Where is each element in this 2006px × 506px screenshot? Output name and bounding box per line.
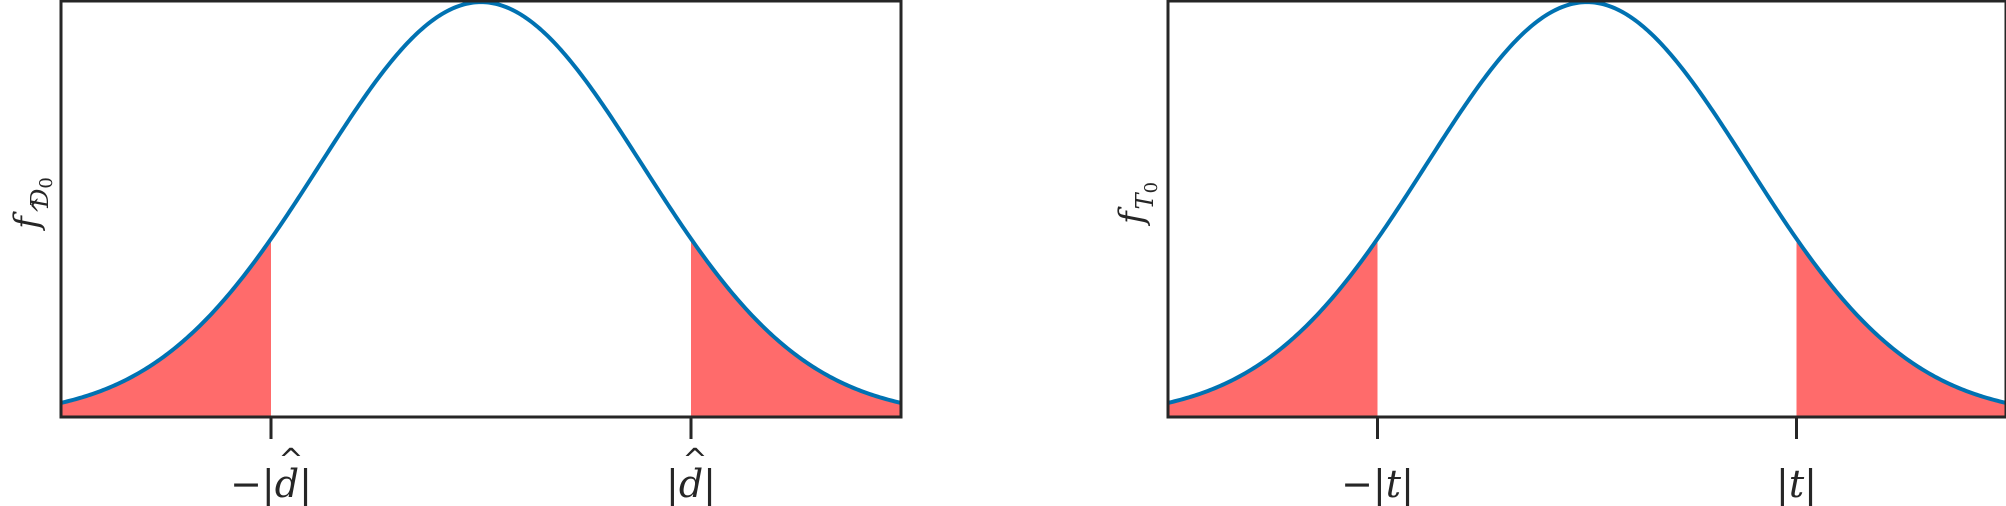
left-density-panel: −|d| |d|^ ^ f^D0 [7,0,903,506]
x-tick-label: −|d| [230,462,312,506]
x-tick-label: |d| [666,462,716,506]
hat-accent: ^ [278,443,303,478]
right-tail-area [691,238,901,417]
plot-frame [1166,0,2006,419]
left-tail-area [1168,238,1378,417]
left-tail-area [61,238,271,417]
hat-accent: ^ [682,443,707,478]
x-tick-label: −|t| [1341,462,1414,506]
right-tail-area [1796,238,2006,417]
x-tick-label: |t| [1776,462,1817,506]
plot-frame [59,0,903,419]
